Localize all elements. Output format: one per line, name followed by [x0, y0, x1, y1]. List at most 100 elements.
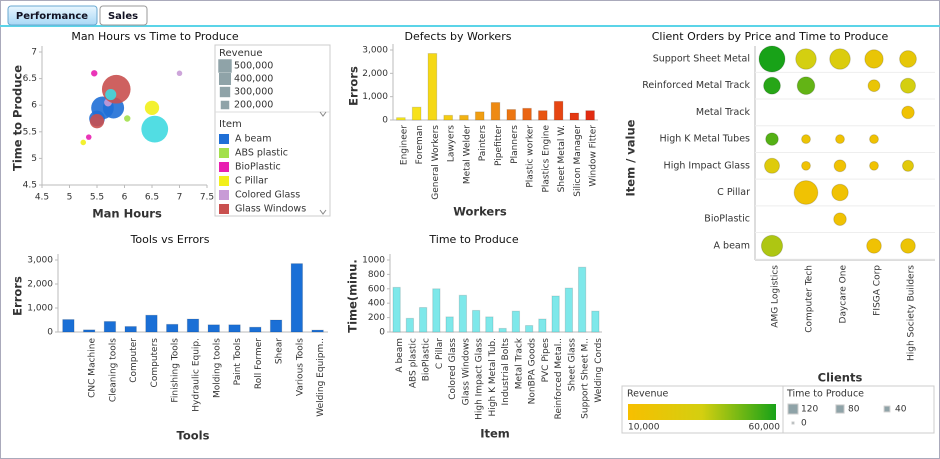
- y-tick-label: 1000: [362, 256, 385, 266]
- bar: [432, 288, 441, 333]
- x-tick-label: Industrial Bolts: [501, 338, 511, 406]
- y-tick-label: 3,000: [362, 46, 388, 56]
- bubble: [141, 115, 169, 143]
- bar: [471, 309, 481, 333]
- bar: [207, 324, 220, 333]
- x-tick-label: Foreman: [415, 125, 425, 164]
- y-axis-label: Item / value: [624, 119, 638, 196]
- x-tick-label: Daycare One: [839, 265, 849, 324]
- bar: [458, 294, 468, 333]
- bubble: [80, 139, 87, 146]
- legend-label: 120: [801, 405, 818, 415]
- x-tick-label: High Impact Glass: [475, 338, 485, 420]
- chart-title: Time to Produce: [428, 233, 518, 246]
- tab-label[interactable]: Performance: [16, 11, 88, 22]
- y-tick-label: 1,000: [27, 304, 53, 314]
- bubble: [91, 70, 98, 77]
- x-tick-label: 5.5: [90, 193, 104, 203]
- row-label: Reinforced Metal Track: [642, 80, 750, 91]
- bubble: [901, 105, 915, 120]
- x-tick-label: Pipefitter: [494, 125, 504, 166]
- x-axis-label: Workers: [453, 205, 507, 219]
- scroll-arrow: [319, 111, 327, 117]
- bubble: [89, 114, 105, 129]
- y-tick-label: 200: [368, 313, 385, 323]
- row-label: BioPlastic: [704, 214, 750, 225]
- x-tick-label: Silicon Manager: [573, 125, 583, 197]
- bar: [396, 117, 406, 121]
- chart-title: Defects by Workers: [405, 30, 512, 43]
- bar: [405, 317, 415, 333]
- bubble: [864, 49, 884, 69]
- x-tick-label: PVC Pipes: [541, 338, 551, 383]
- x-tick-label: C Pillar: [435, 338, 445, 369]
- bar: [290, 263, 304, 333]
- chart-title: Client Orders by Price and Time to Produ…: [652, 30, 889, 43]
- x-axis-label: Clients: [818, 371, 863, 385]
- bar: [511, 310, 521, 333]
- size-swatch: [220, 100, 230, 110]
- x-tick-label: High K Metal Tub.: [488, 338, 498, 416]
- bubble: [758, 45, 786, 73]
- x-axis-label: Man Hours: [92, 207, 162, 221]
- size-swatch: [787, 403, 799, 415]
- bar: [103, 320, 117, 333]
- y-tick-label: 7: [31, 48, 37, 58]
- y-axis-label: Time to Produce: [11, 65, 25, 171]
- x-tick-label: Colored Glass: [448, 338, 458, 400]
- bar: [551, 295, 560, 333]
- tab-sales[interactable]: [99, 5, 148, 26]
- legend-title: Revenue: [627, 389, 669, 400]
- x-tick-label: Shear: [275, 338, 285, 364]
- bar: [82, 329, 96, 333]
- x-tick-label: 6: [122, 193, 128, 203]
- row-label: C Pillar: [717, 187, 750, 198]
- bar: [124, 325, 137, 333]
- x-tick-label: 7: [177, 193, 183, 203]
- size-swatch: [219, 86, 231, 98]
- y-tick-label: 600: [368, 284, 385, 294]
- bubble: [829, 48, 851, 70]
- x-tick-label: Plastics Engine: [541, 125, 551, 193]
- x-tick-label: AMG Logistics: [771, 265, 781, 328]
- legend-title: Time to Produce: [786, 389, 864, 400]
- bar: [498, 327, 507, 333]
- tab-label[interactable]: Sales: [108, 11, 138, 22]
- legend-swatch: [219, 148, 229, 158]
- x-tick-label: NonBPA Goods: [528, 338, 538, 405]
- x-tick-label: Metal Welder: [462, 125, 472, 184]
- legend-label: 300,000: [234, 87, 273, 98]
- legend-label: 10,000: [628, 423, 660, 433]
- bar: [506, 109, 517, 121]
- bar: [418, 307, 428, 333]
- bar: [591, 310, 600, 333]
- bubble: [793, 180, 819, 205]
- y-tick-label: 400: [368, 299, 385, 309]
- legend-title: Revenue: [219, 48, 263, 59]
- bubble: [901, 159, 915, 172]
- bubble: [833, 212, 847, 226]
- tab-performance[interactable]: [7, 5, 98, 26]
- bar: [445, 316, 454, 333]
- x-tick-label: BioPlastic: [422, 338, 432, 381]
- row-label: A beam: [714, 240, 750, 251]
- bar: [474, 111, 485, 121]
- size-swatch: [883, 405, 891, 413]
- bubble: [899, 77, 917, 94]
- legend-label: Glass Windows: [235, 204, 306, 215]
- x-tick-label: Sheet Glass: [567, 338, 577, 392]
- bar: [490, 102, 501, 121]
- bubble: [866, 238, 882, 254]
- legend-label: 80: [848, 405, 860, 415]
- x-tick-label: Support Sheet M..: [581, 338, 591, 419]
- y-tick-label: 5: [31, 154, 37, 164]
- bar: [392, 286, 401, 333]
- x-tick-label: Window Fitter: [589, 125, 599, 187]
- bubble: [869, 134, 879, 145]
- bubble: [124, 115, 131, 122]
- bar: [249, 326, 262, 333]
- x-tick-label: Computers: [150, 338, 160, 388]
- bubble: [796, 76, 816, 96]
- x-tick-label: Paint Tools: [233, 338, 243, 386]
- bar: [553, 100, 564, 121]
